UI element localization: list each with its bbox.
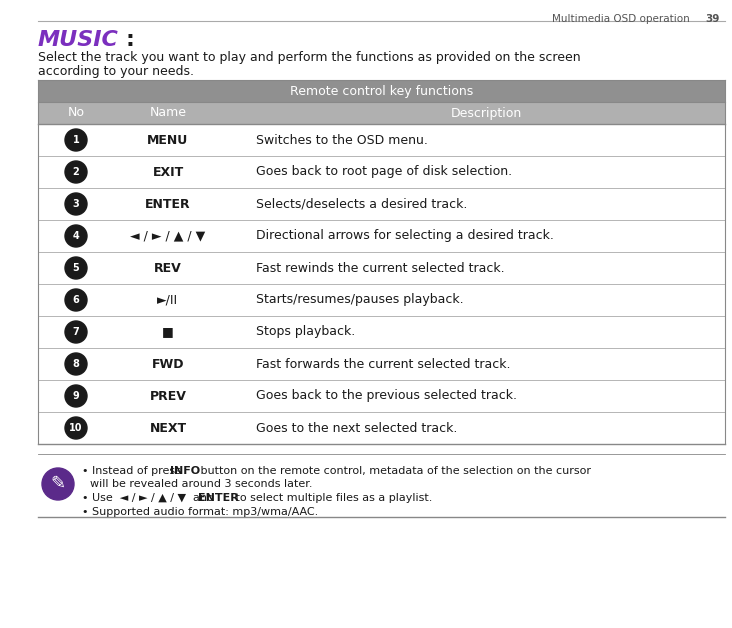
Circle shape (65, 417, 87, 439)
Text: button on the remote control, metadata of the selection on the cursor: button on the remote control, metadata o… (197, 466, 591, 476)
Circle shape (65, 353, 87, 375)
Text: 1: 1 (72, 135, 79, 145)
Circle shape (65, 193, 87, 215)
Text: according to your needs.: according to your needs. (38, 65, 194, 78)
Text: :: : (126, 30, 135, 50)
Circle shape (65, 385, 87, 407)
Text: Remote control key functions: Remote control key functions (290, 85, 473, 97)
Text: REV: REV (154, 261, 182, 274)
Text: Directional arrows for selecting a desired track.: Directional arrows for selecting a desir… (256, 229, 554, 242)
Text: 6: 6 (72, 295, 79, 305)
Text: • Use  ◄ / ► / ▲ / ▼  and: • Use ◄ / ► / ▲ / ▼ and (82, 493, 217, 503)
Text: will be revealed around 3 seconds later.: will be revealed around 3 seconds later. (90, 479, 313, 489)
Text: ✎: ✎ (51, 475, 66, 493)
Text: 7: 7 (72, 327, 79, 337)
Text: 39: 39 (706, 14, 720, 24)
Circle shape (65, 129, 87, 151)
Text: Goes back to the previous selected track.: Goes back to the previous selected track… (256, 389, 517, 403)
Text: Goes back to root page of disk selection.: Goes back to root page of disk selection… (256, 166, 512, 178)
Text: 9: 9 (72, 391, 79, 401)
Text: Select the track you want to play and perform the functions as provided on the s: Select the track you want to play and pe… (38, 51, 580, 64)
Text: No: No (67, 107, 84, 119)
Circle shape (65, 161, 87, 183)
Text: 8: 8 (72, 359, 80, 369)
Text: FWD: FWD (152, 357, 184, 371)
Text: Name: Name (149, 107, 187, 119)
Text: Switches to the OSD menu.: Switches to the OSD menu. (256, 134, 428, 146)
Text: 5: 5 (72, 263, 79, 273)
Text: 2: 2 (72, 167, 79, 177)
Text: Goes to the next selected track.: Goes to the next selected track. (256, 421, 458, 435)
Text: ENTER: ENTER (198, 493, 239, 503)
Text: EXIT: EXIT (152, 166, 184, 178)
Text: Fast rewinds the current selected track.: Fast rewinds the current selected track. (256, 261, 504, 274)
Text: to select multiple files as a playlist.: to select multiple files as a playlist. (232, 493, 433, 503)
Circle shape (65, 225, 87, 247)
Text: Multimedia OSD operation: Multimedia OSD operation (552, 14, 690, 24)
Text: Description: Description (451, 107, 522, 119)
Bar (38, 80, 725, 102)
Text: ■: ■ (162, 325, 174, 338)
Text: • Instead of press: • Instead of press (82, 466, 184, 476)
Text: ◄ / ► / ▲ / ▼: ◄ / ► / ▲ / ▼ (130, 229, 206, 242)
Text: 4: 4 (72, 231, 79, 241)
Text: ►/II: ►/II (157, 293, 179, 306)
Text: Starts/resumes/pauses playback.: Starts/resumes/pauses playback. (256, 293, 463, 306)
Circle shape (65, 289, 87, 311)
Text: MENU: MENU (147, 134, 189, 146)
Text: Fast forwards the current selected track.: Fast forwards the current selected track… (256, 357, 510, 371)
Circle shape (42, 468, 74, 500)
Text: INFO: INFO (170, 466, 200, 476)
Text: Stops playback.: Stops playback. (256, 325, 355, 338)
Text: ENTER: ENTER (145, 197, 191, 210)
Text: 10: 10 (70, 423, 83, 433)
Text: Selects/deselects a desired track.: Selects/deselects a desired track. (256, 197, 467, 210)
Text: 3: 3 (72, 199, 79, 209)
Bar (38, 102, 725, 124)
Circle shape (65, 257, 87, 279)
Text: PREV: PREV (149, 389, 187, 403)
Circle shape (65, 321, 87, 343)
Text: NEXT: NEXT (149, 421, 187, 435)
Text: • Supported audio format: mp3/wma/AAC.: • Supported audio format: mp3/wma/AAC. (82, 507, 318, 517)
Text: MUSIC: MUSIC (38, 30, 119, 50)
